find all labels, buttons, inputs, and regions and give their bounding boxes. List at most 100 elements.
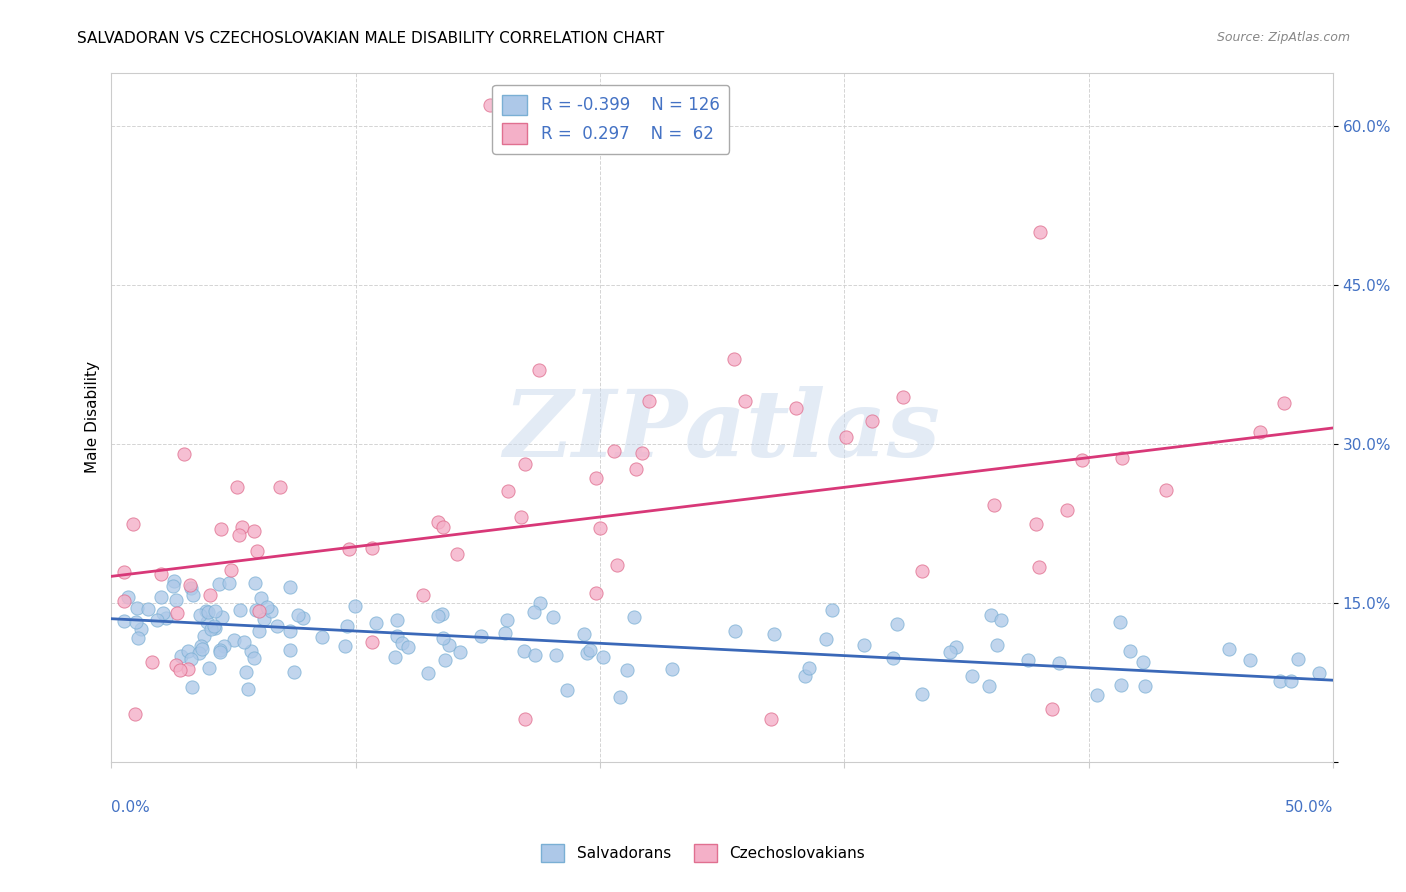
Point (145, 613, 167, 627)
Point (603, 444, 626, 458)
Point (527, 362, 550, 376)
Point (163, 574, 186, 588)
Point (1040, 702, 1063, 716)
Point (1308, 666, 1330, 681)
Point (387, 613, 409, 627)
Point (860, 414, 883, 428)
Point (637, 394, 659, 409)
Point (231, 520, 253, 534)
Point (960, 669, 983, 683)
Point (209, 522, 232, 536)
Point (228, 528, 250, 542)
Point (222, 633, 245, 648)
Point (337, 541, 360, 556)
Point (496, 483, 519, 498)
Point (195, 615, 218, 629)
Point (396, 640, 419, 654)
Point (592, 650, 614, 665)
Point (245, 576, 267, 591)
Point (364, 615, 387, 630)
Point (945, 640, 967, 654)
Point (125, 615, 148, 629)
Point (835, 430, 858, 444)
Point (1070, 452, 1092, 467)
Text: ZIPatlas: ZIPatlas (503, 386, 941, 476)
Point (555, 683, 578, 698)
Point (235, 665, 257, 680)
Point (588, 521, 610, 535)
Point (177, 643, 200, 657)
Point (1119, 644, 1142, 658)
Point (236, 681, 259, 696)
Point (198, 588, 221, 602)
Point (418, 665, 440, 680)
Point (1017, 653, 1039, 667)
Point (193, 629, 215, 643)
Point (253, 612, 276, 626)
Text: SALVADORAN VS CZECHOSLOVAKIAN MALE DISABILITY CORRELATION CHART: SALVADORAN VS CZECHOSLOVAKIAN MALE DISAB… (77, 31, 665, 46)
Point (470, 629, 492, 643)
Point (479, 97, 502, 112)
Point (242, 651, 264, 665)
Point (169, 663, 191, 677)
Point (494, 626, 516, 640)
Point (219, 563, 242, 577)
Point (122, 516, 145, 531)
Point (986, 638, 1008, 652)
Point (939, 645, 962, 659)
Point (432, 520, 454, 534)
Point (432, 631, 454, 645)
Point (250, 591, 273, 605)
Text: Source: ZipAtlas.com: Source: ZipAtlas.com (1216, 31, 1350, 45)
Point (513, 644, 536, 658)
Point (179, 578, 201, 592)
Point (990, 613, 1012, 627)
Point (278, 642, 301, 657)
Text: 0.0%: 0.0% (111, 799, 150, 814)
Point (361, 541, 384, 555)
Point (245, 602, 267, 616)
Legend: R = -0.399    N = 126, R =  0.297    N =  62: R = -0.399 N = 126, R = 0.297 N = 62 (492, 85, 730, 153)
Point (623, 610, 645, 624)
Point (195, 604, 218, 618)
Point (426, 515, 449, 529)
Point (242, 524, 264, 539)
Point (1028, 225, 1050, 239)
Point (606, 558, 628, 572)
Point (439, 638, 461, 652)
Point (165, 593, 187, 607)
Point (183, 588, 205, 602)
Point (496, 613, 519, 627)
Point (155, 611, 177, 625)
Point (1047, 657, 1070, 671)
Point (204, 621, 226, 635)
Point (211, 609, 233, 624)
Point (112, 594, 135, 608)
Y-axis label: Male Disability: Male Disability (86, 361, 100, 474)
Point (166, 606, 188, 620)
Point (911, 564, 934, 578)
Point (162, 579, 184, 593)
Point (430, 607, 453, 621)
Point (797, 661, 820, 675)
Point (585, 586, 607, 600)
Point (240, 644, 263, 658)
Point (198, 661, 221, 675)
Point (384, 650, 406, 665)
Point (278, 580, 301, 594)
Point (513, 712, 536, 726)
Point (112, 566, 135, 580)
Point (150, 567, 173, 582)
Point (173, 447, 195, 461)
Point (723, 352, 745, 367)
Point (266, 619, 288, 633)
Point (585, 470, 607, 484)
Point (212, 639, 235, 653)
Point (661, 662, 683, 676)
Point (515, 457, 537, 471)
Point (247, 624, 270, 638)
Point (1249, 425, 1271, 439)
Point (1109, 678, 1132, 692)
Point (509, 509, 531, 524)
Point (170, 649, 193, 664)
